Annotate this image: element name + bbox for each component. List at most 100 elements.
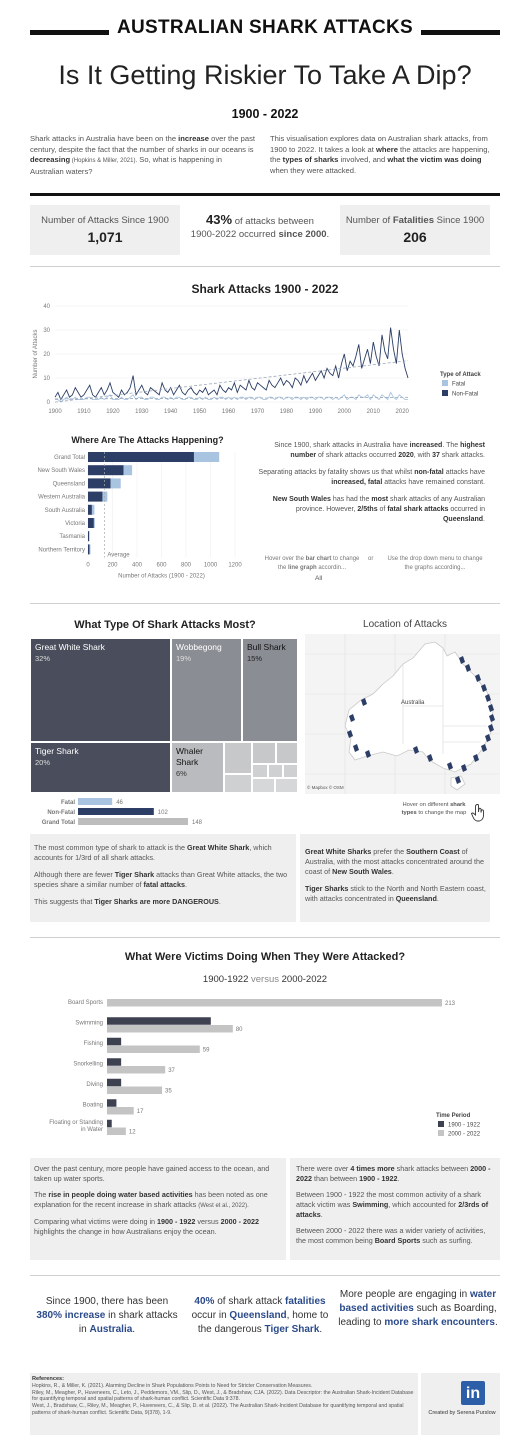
treemap-bull-shark[interactable]: Bull Shark 15%	[242, 638, 298, 742]
legend-swatch	[438, 1121, 444, 1127]
category-label: Queensland	[53, 481, 85, 487]
category-label: Fishing	[84, 1041, 103, 1047]
hover-hint-bar: Hover over the bar chart to change the l…	[264, 556, 360, 571]
intro-left: Shark attacks in Australia have been on …	[30, 134, 256, 176]
legend-title: Time Period	[436, 1113, 471, 1119]
bar-value: 12	[129, 1130, 136, 1136]
category-label: Board Sports	[68, 1000, 103, 1006]
attack-markers[interactable]	[347, 656, 495, 784]
x-tick-label: 200	[107, 563, 118, 569]
callout-queensland: 40% of shark attack fatalities occur in …	[191, 1296, 329, 1335]
state-bar-chart[interactable]: 0 200 400 600 800 1000 1200 Grand Total New Sout…	[30, 448, 255, 588]
province-dropdown[interactable]: All	[315, 575, 323, 582]
legend-label: 1900 - 1922	[448, 1123, 481, 1129]
fatality-value: 102	[158, 810, 169, 816]
x-tick-label: 1960	[222, 409, 236, 415]
bar-2000-2022	[107, 999, 442, 1007]
x-tick-label: 0	[86, 563, 90, 569]
category-label: Western Australia	[38, 495, 86, 501]
fatality-bar-chart[interactable]: Fatal 46 Non-Fatal 102 Grand Total 148	[30, 796, 300, 830]
linkedin-icon[interactable]: in	[461, 1381, 485, 1405]
kpi-since-2000: 43% of attacks between 1900-2022 occurre…	[190, 212, 330, 240]
bar-1900-1922	[107, 1017, 211, 1025]
shark-treemap[interactable]: Great White Shark 32% Wobbegong 19% Bull S…	[30, 638, 298, 793]
x-tick-label: 1940	[164, 409, 178, 415]
location-map[interactable]: Australia	[305, 634, 500, 794]
treemap-other-4[interactable]	[252, 764, 268, 778]
bar-2000-2022	[107, 1107, 134, 1115]
references-separator	[418, 1373, 421, 1435]
x-tick-label: 1950	[193, 409, 207, 415]
bar-nonfatal	[88, 531, 90, 542]
divider	[30, 266, 500, 267]
callout-water-activities: More people are engaging in water based …	[338, 1289, 498, 1328]
category-label: Snorkelling	[73, 1062, 103, 1068]
treemap-other-5[interactable]	[268, 764, 283, 778]
category-label: Swimming	[75, 1021, 103, 1027]
divider	[30, 1275, 500, 1276]
dropdown-hint: Use the drop down menu to change the gra…	[387, 556, 483, 571]
x-tick-label: 1200	[228, 563, 242, 569]
treemap-wobbegong[interactable]: Wobbegong 19%	[171, 638, 242, 742]
line-chart[interactable]: 0 10 20 30 40 1900 1910 1920 1930 1940 1950 1960 197…	[30, 298, 500, 420]
treemap-other-7[interactable]	[224, 774, 252, 793]
bar-fatal	[91, 504, 95, 515]
intro-right: This visualisation explores data on Aust…	[270, 134, 490, 175]
treemap-whaler-shark[interactable]: Whaler Shark 6%	[171, 742, 224, 793]
bar-nonfatal	[88, 518, 94, 528]
shark-text-box-left: The most common type of shark to attack …	[30, 834, 296, 922]
bar-1900-1922	[107, 1058, 122, 1066]
bar-value: 17	[137, 1109, 144, 1115]
bar-value: 35	[165, 1089, 172, 1095]
bar-value: 59	[203, 1048, 210, 1054]
x-tick-label: 600	[156, 563, 167, 569]
references-box	[30, 1373, 500, 1435]
shark-text-box-right: Great White Sharks prefer the Southern C…	[300, 834, 490, 922]
treemap-other-2[interactable]	[252, 742, 276, 764]
average-label: Average	[107, 553, 130, 559]
treemap-great-white[interactable]: Great White Shark 32%	[30, 638, 171, 742]
treemap-other-8[interactable]	[252, 778, 275, 793]
fatality-bar	[78, 808, 154, 815]
x-tick-label: 1980	[280, 409, 294, 415]
treemap-other-1[interactable]	[224, 742, 252, 774]
activities-text-box-right: There were over 4 times more shark attac…	[290, 1158, 500, 1260]
bar-nonfatal	[88, 478, 111, 489]
x-axis-label: Number of Attacks (1900 - 2022)	[118, 574, 205, 580]
hand-pointer-icon	[470, 804, 484, 822]
divider	[30, 603, 500, 604]
x-tick-label: 1970	[251, 409, 265, 415]
y-tick-label: 20	[43, 352, 50, 358]
year-range: 1900 - 2022	[231, 107, 299, 121]
category-label: Victoria	[65, 521, 86, 527]
treemap-tiger-shark[interactable]: Tiger Shark 20%	[30, 742, 171, 793]
line-chart-title: Shark Attacks 1900 - 2022	[191, 282, 339, 296]
bar-nonfatal	[88, 491, 103, 502]
x-tick-label: 2020	[396, 409, 410, 415]
treemap-other-9[interactable]	[275, 778, 298, 793]
treemap-other-6[interactable]	[283, 764, 298, 778]
fatality-label: Fatal	[61, 800, 75, 806]
category-label: Grand Total	[54, 455, 85, 461]
fatality-label: Non-Fatal	[47, 810, 75, 816]
subtitle: Is It Getting Riskier To Take A Dip?	[58, 60, 472, 90]
where-text: Since 1900, shark attacks in Australia h…	[258, 442, 485, 523]
legend-label: Non-Fatal	[452, 392, 478, 398]
bar-fatal	[93, 518, 95, 528]
activities-bar-chart[interactable]: Board Sports 213 Swimming 80 Fishing 59 Snorke…	[30, 992, 500, 1152]
bar-2000-2022	[107, 1086, 163, 1094]
kpi-fatalities: Number of Fatalities Since 1900 206	[340, 205, 490, 255]
category-label: Boating	[83, 1103, 103, 1109]
divider	[30, 937, 500, 938]
category-label: Diving	[86, 1082, 103, 1088]
bar-1900-1922	[107, 1119, 112, 1128]
x-tick-label: 400	[132, 563, 143, 569]
legend-label: Fatal	[452, 382, 465, 388]
x-tick-label: 1930	[135, 409, 149, 415]
x-tick-label: 1000	[204, 563, 218, 569]
references-list: References: Hopkins, R., & Miller, K. (2…	[32, 1376, 414, 1416]
treemap-other-3[interactable]	[276, 742, 298, 764]
series-line-non-fatal	[54, 327, 409, 401]
y-tick-label: 0	[47, 400, 51, 406]
bar-nonfatal	[88, 452, 194, 462]
